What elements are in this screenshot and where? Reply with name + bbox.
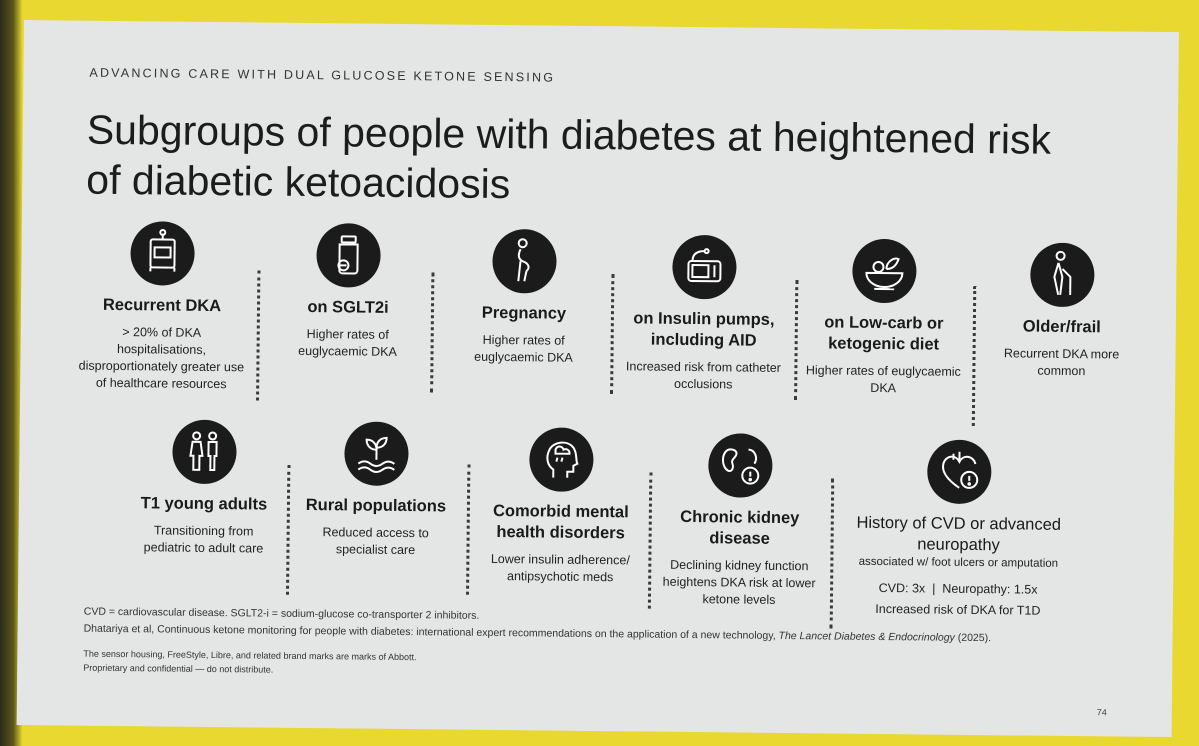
dotted-separator bbox=[610, 274, 615, 395]
group-ckd: Chronic kidney disease Declining kidney … bbox=[654, 433, 826, 610]
group-desc: Higher rates of euglycaemic DKA bbox=[474, 332, 573, 365]
reference-year: (2025). bbox=[954, 631, 992, 645]
sprout-icon bbox=[344, 421, 409, 487]
hospital-bed-icon bbox=[130, 221, 195, 286]
group-label: on Insulin pumps, including AID bbox=[633, 309, 775, 350]
group-label: Rural populations bbox=[305, 495, 447, 516]
page-number: 74 bbox=[1096, 707, 1107, 718]
dotted-separator bbox=[256, 270, 261, 401]
group-label: Older/frail bbox=[1022, 317, 1101, 337]
group-low-carb: on Low-carb or ketogenic diet Higher rat… bbox=[798, 238, 970, 398]
group-desc: Increased risk of DKA for T1D bbox=[875, 601, 1041, 618]
projector-edge bbox=[0, 0, 22, 746]
slide-title: Subgroups of people with diabetes at hei… bbox=[86, 106, 1052, 208]
group-desc: Transitioning from pediatric to adult ca… bbox=[143, 523, 264, 556]
group-desc: Higher rates of euglycaemic DKA bbox=[805, 363, 961, 396]
dotted-separator bbox=[285, 464, 291, 595]
group-label: on Low-carb or ketogenic diet bbox=[824, 313, 944, 354]
heart-warning-icon bbox=[926, 439, 992, 505]
slide-kicker: ADVANCING CARE WITH DUAL GLUCOSE KETONE … bbox=[89, 65, 556, 85]
trademark-footnote: The sensor housing, FreeStyle, Libre, an… bbox=[83, 648, 417, 663]
group-pregnancy: Pregnancy Higher rates of euglycaemic DK… bbox=[448, 228, 599, 367]
group-t1-young-adults: T1 young adults Transitioning from pedia… bbox=[128, 419, 279, 558]
abbreviations-footnote: CVD = cardiovascular disease. SGLT2-i = … bbox=[83, 605, 480, 622]
group-mental-health: Comorbid mental health disorders Lower i… bbox=[470, 427, 652, 587]
reference-journal: The Lancet Diabetes & Endocrinology bbox=[778, 629, 955, 644]
group-label: Comorbid mental health disorders bbox=[492, 501, 629, 543]
dotted-separator bbox=[430, 272, 435, 393]
group-older-frail: Older/frail Recurrent DKA more common bbox=[996, 242, 1127, 380]
group-stats: CVD: 3x | Neuropathy: 1.5x bbox=[878, 580, 1038, 597]
group-label: Chronic kidney disease bbox=[680, 507, 800, 548]
group-desc: Declining kidney function heightens DKA … bbox=[662, 557, 816, 607]
elderly-person-icon bbox=[1030, 242, 1095, 308]
pill-bottle-icon bbox=[316, 223, 381, 288]
head-cloud-icon bbox=[529, 427, 594, 492]
group-desc: Reduced access to specialist care bbox=[322, 525, 429, 558]
group-desc: Recurrent DKA more common bbox=[1003, 346, 1120, 379]
salad-bowl-icon bbox=[852, 238, 917, 304]
group-desc: Lower insulin adherence/ antipsychotic m… bbox=[490, 551, 630, 585]
group-label: Recurrent DKA bbox=[102, 295, 222, 316]
group-recurrent-dka: Recurrent DKA > 20% of DKA hospitalisati… bbox=[76, 221, 248, 394]
group-insulin-pumps: on Insulin pumps, including AID Increase… bbox=[618, 234, 790, 394]
reference-footnote: Dhatariya et al, Continuous ketone monit… bbox=[84, 623, 992, 645]
group-sglt2i: on SGLT2i Higher rates of euglycaemic DK… bbox=[272, 223, 423, 362]
group-assoc: associated w/ foot ulcers or amputation bbox=[858, 555, 1059, 570]
group-desc: Higher rates of euglycaemic DKA bbox=[298, 326, 397, 359]
group-cvd-neuropathy: History of CVD or advanced neuropathy as… bbox=[838, 439, 1080, 621]
insulin-pump-icon bbox=[672, 234, 737, 300]
group-rural: Rural populations Reduced access to spec… bbox=[300, 421, 451, 560]
group-label: on SGLT2i bbox=[307, 297, 389, 317]
group-label: Pregnancy bbox=[481, 303, 567, 323]
confidential-footnote: Proprietary and confidential — do not di… bbox=[83, 662, 274, 675]
reference-text: Dhatariya et al, Continuous ketone monit… bbox=[83, 622, 779, 642]
dotted-separator bbox=[647, 472, 653, 609]
group-desc: Increased risk from catheter occlusions bbox=[625, 359, 781, 392]
young-adults-icon bbox=[172, 419, 237, 485]
group-desc: > 20% of DKA hospitalisations, dispropor… bbox=[78, 325, 245, 392]
dotted-separator bbox=[971, 285, 977, 426]
dotted-separator bbox=[829, 478, 835, 629]
pregnant-person-icon bbox=[492, 228, 557, 294]
slide: ADVANCING CARE WITH DUAL GLUCOSE KETONE … bbox=[16, 20, 1179, 738]
kidney-warning-icon bbox=[708, 433, 773, 498]
group-label: History of CVD or advanced neuropathy bbox=[856, 513, 1062, 555]
group-label: T1 young adults bbox=[140, 494, 268, 514]
